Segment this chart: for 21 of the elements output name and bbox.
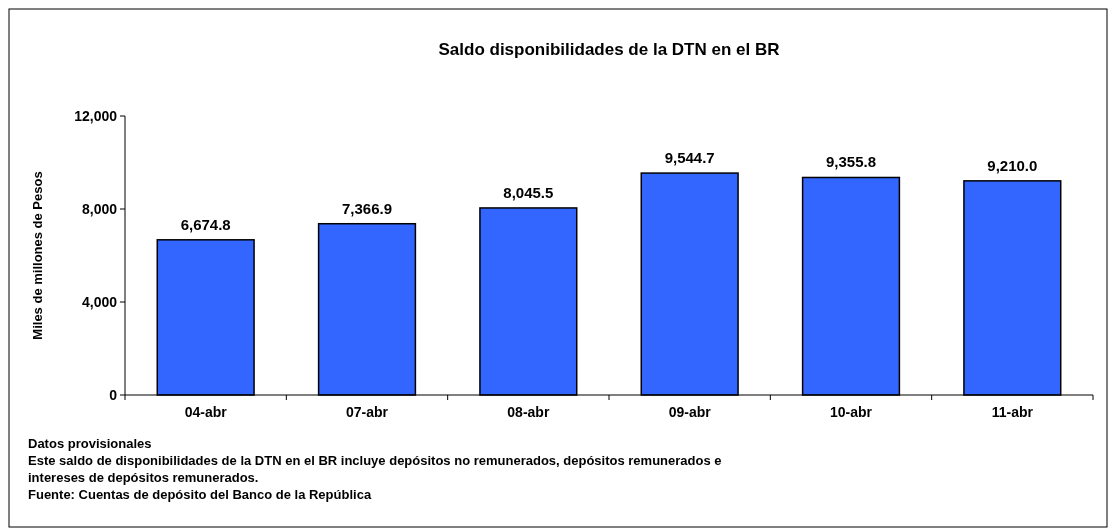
data-label: 9,355.8 (825, 153, 877, 171)
y-tick-label: 8,000 (81, 200, 118, 217)
x-tick-label: 11-abr (991, 404, 1034, 420)
x-tick-label: 07-abr (345, 404, 389, 420)
y-tick-label: 0 (109, 386, 118, 403)
x-tick-label: 09-abr (668, 404, 712, 420)
text: Datos provisionales (28, 436, 152, 451)
y-tick-label: 4,000 (81, 293, 118, 310)
x-tick-label: 08-abr (507, 404, 550, 420)
text: Este saldo de disponibilidades de la DTN en el BR incluye depósitos no remunerados, depósitos remunerados e intereses de depósitos remunerados. (28, 453, 722, 485)
data-label: 9,544.7 (664, 149, 715, 167)
source-note: Fuente: Cuentas de depósito del Banco de la República (28, 487, 372, 502)
x-tick-label: 10-abr (829, 404, 873, 420)
data-label: 7,366.9 (341, 199, 393, 217)
data-label: 8,045.5 (503, 183, 554, 201)
data-label: 9,210.0 (987, 156, 1038, 174)
x-tick-label: 04-abr (184, 404, 228, 420)
chart-title: Saldo disponibilidades de la DTN en el BR (438, 40, 780, 59)
y-axis-title: Miles de millones de Pesos (30, 171, 45, 340)
data-label: 6,674.8 (180, 215, 231, 233)
y-tick-label: 12,000 (74, 107, 118, 124)
